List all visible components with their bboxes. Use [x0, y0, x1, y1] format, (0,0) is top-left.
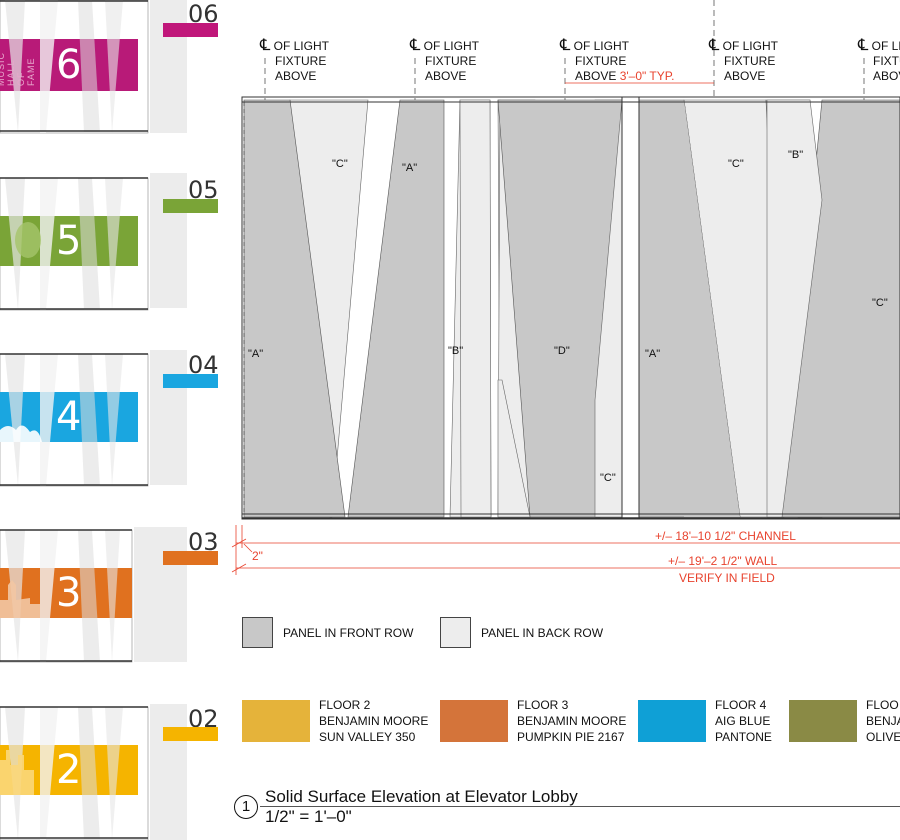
back-row-swatch — [440, 617, 471, 648]
centerline-icon: ℄ — [410, 37, 421, 54]
wall-dimension: +/– 19'–2 1/2" WALL — [668, 554, 778, 568]
typical-spacing-dimension: 3'–0" TYP. — [619, 69, 675, 83]
floor-4-color-spec: FLOOR 4 AIG BLUE PANTONE — [715, 698, 772, 744]
centerline-icon: ℄ — [560, 37, 571, 54]
legend-front-label: PANEL IN FRONT ROW — [283, 625, 414, 640]
centerline-icon: ℄ — [260, 37, 271, 54]
panel-label: "C" — [600, 472, 616, 484]
floor-tab-03 — [163, 551, 218, 565]
floor-5-digit: 5 — [56, 218, 82, 264]
floor-4-digit: 4 — [56, 394, 82, 440]
floor-2-thumbnail — [0, 706, 149, 840]
floor-thumbnails — [0, 0, 187, 840]
floor-2-color-swatch — [242, 700, 310, 742]
floor-tab-06 — [163, 23, 218, 37]
floor-tab-05 — [163, 199, 218, 213]
panel-label: "C" — [728, 158, 744, 170]
light-fixture-note-1: ℄ OF LIGHT FIXTURE ABOVE — [260, 37, 329, 84]
offset-dimension: 2" — [252, 549, 263, 563]
panel-label: "D" — [554, 345, 570, 357]
floor-4-thumbnail — [0, 353, 149, 487]
front-row-swatch — [242, 617, 273, 648]
light-fixture-note-5: ℄ OF LIGHT FIXTU ABOV — [858, 37, 900, 84]
panel-label: "A" — [645, 348, 661, 360]
light-fixture-note-2: ℄ OF LIGHT FIXTURE ABOVE — [410, 37, 479, 84]
floor-3-thumbnail — [0, 529, 133, 663]
floor-tab-02 — [163, 727, 218, 741]
floor-4-color-swatch — [638, 700, 706, 742]
centerline-icon: ℄ — [709, 37, 720, 54]
verify-in-field-note: VERIFY IN FIELD — [679, 571, 775, 585]
drawing-scale: 1/2" = 1'–0" — [265, 807, 352, 826]
panel-label: "B" — [788, 149, 804, 161]
floor-3-color-spec: FLOOR 3 BENJAMIN MOORE PUMPKIN PIE 2167 — [517, 698, 627, 744]
floor-5-color-spec: FLOOBENJAOLIVE — [866, 698, 900, 744]
drawing-number-bubble: 1 — [234, 795, 258, 819]
light-fixture-note-4: ℄ OF LIGHT FIXTURE ABOVE — [709, 37, 778, 84]
panel-label: "B" — [448, 345, 464, 357]
legend-front-row: PANEL IN FRONT ROW — [242, 617, 413, 648]
panel-label: "C" — [872, 297, 888, 309]
panel-label: "A" — [402, 162, 418, 174]
legend-back-label: PANEL IN BACK ROW — [481, 625, 604, 640]
floor-5-color-swatch — [789, 700, 857, 742]
floor-6-digit: 6 — [56, 42, 82, 88]
floor-5-thumbnail — [0, 177, 149, 311]
panel-label: "C" — [332, 158, 348, 170]
title-underline — [260, 806, 900, 807]
floor-tab-04 — [163, 374, 218, 388]
elevation-drawing — [231, 0, 900, 575]
channel-dimension: +/– 18'–10 1/2" CHANNEL — [655, 529, 796, 543]
light-fixture-note-3: ℄ OF LIGHT FIXTURE ABOVE 3'–0" TYP. — [560, 37, 675, 84]
panel-label: "A" — [248, 348, 264, 360]
floor-3-color-swatch — [440, 700, 508, 742]
floor-2-digit: 2 — [56, 747, 82, 793]
floor-2-color-spec: FLOOR 2 BENJAMIN MOORE SUN VALLEY 350 — [319, 698, 429, 744]
floor-3-digit: 3 — [56, 570, 82, 616]
legend-back-row: PANEL IN BACK ROW — [440, 617, 603, 648]
centerline-icon: ℄ — [858, 37, 869, 54]
drawing-title: Solid Surface Elevation at Elevator Lobb… — [265, 787, 578, 806]
floor-6-thumbnail — [0, 0, 149, 134]
music-hall-logo-text: MUSIC HALL OF FAME — [0, 52, 36, 86]
